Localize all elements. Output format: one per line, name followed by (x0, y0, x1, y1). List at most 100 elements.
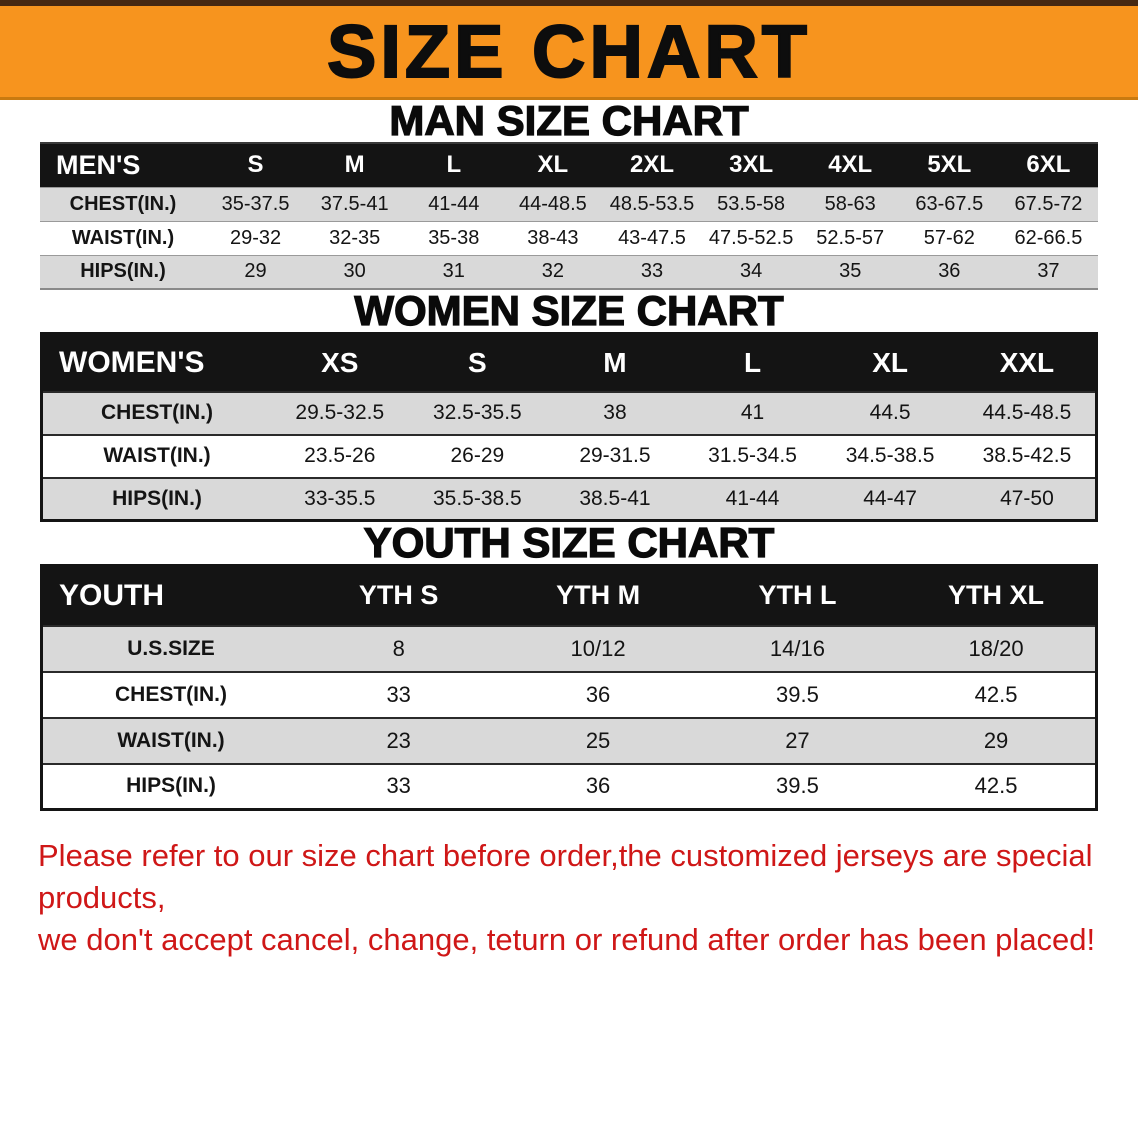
table-cell: 44.5 (821, 390, 959, 435)
table-cell: 32 (503, 254, 603, 289)
table-cell: 39.5 (697, 762, 898, 810)
table-row: HIPS(IN.) 29 30 31 32 33 34 35 36 37 (40, 254, 1098, 289)
table-cell: 10/12 (498, 624, 698, 672)
table-cell: 41 (683, 390, 822, 435)
table-cell: 35-38 (404, 220, 504, 255)
table-cell: 48.5-53.5 (602, 186, 702, 221)
table-cell: 34 (701, 254, 801, 289)
table-cell: 29-31.5 (546, 433, 684, 478)
table-row: CHEST(IN.) 33 36 39.5 42.5 (41, 670, 1097, 718)
table-cell: 32-35 (305, 220, 405, 255)
notice-line-1: Please refer to our size chart before or… (38, 838, 1093, 915)
table-row: CHEST(IN.) 35-37.5 37.5-41 41-44 44-48.5 48.5… (40, 186, 1098, 221)
footer-notice: Please refer to our size chart before or… (0, 835, 1138, 961)
table-cell: 57-62 (899, 220, 999, 255)
men-size-table: MEN'S S M L XL 2XL 3XL 4XL 5XL 6XL CHEST(IN.) 35-37… (40, 142, 1098, 290)
table-cell: 29 (897, 716, 1097, 764)
table-cell: 67.5-72 (998, 186, 1098, 221)
column-header: 2XL (602, 143, 702, 187)
table-cell: 29-32 (206, 220, 306, 255)
table-row: HIPS(IN.) 33-35.5 35.5-38.5 38.5-41 41-44 44-… (41, 476, 1097, 521)
table-header-row: YOUTH YTH S YTH M YTH L YTH XL (41, 565, 1097, 626)
youth-size-table: YOUTH YTH S YTH M YTH L YTH XL U.S.SIZE 8 10/12… (40, 564, 1098, 811)
column-header: XL (503, 143, 603, 187)
table-title-cell: YOUTH (41, 565, 299, 626)
table-cell: 42.5 (897, 762, 1097, 810)
row-label: CHEST(IN.) (40, 186, 206, 221)
column-header: 4XL (800, 143, 900, 187)
page-title: SIZE CHART (326, 9, 811, 93)
column-header: XS (271, 333, 409, 392)
table-cell: 33 (299, 762, 499, 810)
table-cell: 33 (602, 254, 702, 289)
table-cell: 38.5-42.5 (958, 433, 1097, 478)
row-label: WAIST(IN.) (41, 716, 299, 764)
table-cell: 52.5-57 (800, 220, 900, 255)
table-cell: 23.5-26 (271, 433, 409, 478)
women-size-table: WOMEN'S XS S M L XL XXL CHEST(IN.) 29.5-32.5 32.5… (40, 332, 1098, 522)
column-header: XXL (958, 333, 1097, 392)
column-header: XL (821, 333, 959, 392)
table-cell: 35-37.5 (206, 186, 306, 221)
table-cell: 43-47.5 (602, 220, 702, 255)
table-cell: 35 (800, 254, 900, 289)
table-cell: 53.5-58 (701, 186, 801, 221)
table-row: CHEST(IN.) 29.5-32.5 32.5-35.5 38 41 44.5 44.5… (41, 390, 1097, 435)
table-cell: 47.5-52.5 (701, 220, 801, 255)
table-row: WAIST(IN.) 23 25 27 29 (41, 716, 1097, 764)
row-label: CHEST(IN.) (41, 670, 299, 718)
table-cell: 38 (546, 390, 684, 435)
row-label: WAIST(IN.) (41, 433, 271, 478)
youth-section-heading: YOUTH SIZE CHART (363, 519, 775, 566)
table-cell: 36 (498, 670, 698, 718)
table-cell: 36 (498, 762, 698, 810)
men-size-chart-section: MAN SIZE CHART MEN'S S M L XL 2XL 3XL 4XL 5XL 6XL… (0, 97, 1138, 290)
table-row: HIPS(IN.) 33 36 39.5 42.5 (41, 762, 1097, 810)
row-label: CHEST(IN.) (41, 390, 271, 435)
table-cell: 30 (305, 254, 405, 289)
men-section-heading: MAN SIZE CHART (389, 97, 750, 144)
table-cell: 42.5 (897, 670, 1097, 718)
table-cell: 29 (206, 254, 306, 289)
row-label: U.S.SIZE (41, 624, 299, 672)
table-cell: 37.5-41 (305, 186, 405, 221)
table-cell: 23 (299, 716, 499, 764)
table-cell: 58-63 (800, 186, 900, 221)
column-header: M (546, 333, 684, 392)
table-cell: 44-47 (821, 476, 959, 521)
row-label: WAIST(IN.) (40, 220, 206, 255)
notice-line-2: we don't accept cancel, change, teturn o… (38, 921, 1096, 957)
table-title-cell: WOMEN'S (41, 333, 271, 392)
column-header: 5XL (899, 143, 999, 187)
table-cell: 25 (498, 716, 698, 764)
table-cell: 62-66.5 (998, 220, 1098, 255)
column-header: YTH XL (897, 565, 1097, 626)
column-header: L (404, 143, 504, 187)
table-cell: 63-67.5 (899, 186, 999, 221)
table-cell: 35.5-38.5 (408, 476, 547, 521)
table-cell: 38.5-41 (546, 476, 684, 521)
table-cell: 36 (899, 254, 999, 289)
table-cell: 44.5-48.5 (958, 390, 1097, 435)
table-cell: 44-48.5 (503, 186, 603, 221)
row-label: HIPS(IN.) (41, 476, 271, 521)
table-cell: 33-35.5 (271, 476, 409, 521)
table-row: WAIST(IN.) 29-32 32-35 35-38 38-43 43-47.5 47.… (40, 220, 1098, 255)
table-cell: 14/16 (697, 624, 898, 672)
table-cell: 41-44 (683, 476, 822, 521)
row-label: HIPS(IN.) (40, 254, 206, 289)
table-cell: 38-43 (503, 220, 603, 255)
table-cell: 32.5-35.5 (408, 390, 547, 435)
table-cell: 41-44 (404, 186, 504, 221)
row-label: HIPS(IN.) (41, 762, 299, 810)
table-cell: 39.5 (697, 670, 898, 718)
banner: SIZE CHART (0, 0, 1138, 100)
table-cell: 8 (299, 624, 499, 672)
table-title-cell: MEN'S (40, 143, 206, 187)
table-header-row: MEN'S S M L XL 2XL 3XL 4XL 5XL 6XL (40, 143, 1098, 187)
table-cell: 33 (299, 670, 499, 718)
column-header: YTH S (299, 565, 499, 626)
youth-size-chart-section: YOUTH SIZE CHART YOUTH YTH S YTH M YTH L YTH… (0, 519, 1138, 811)
table-row: U.S.SIZE 8 10/12 14/16 18/20 (41, 624, 1097, 672)
